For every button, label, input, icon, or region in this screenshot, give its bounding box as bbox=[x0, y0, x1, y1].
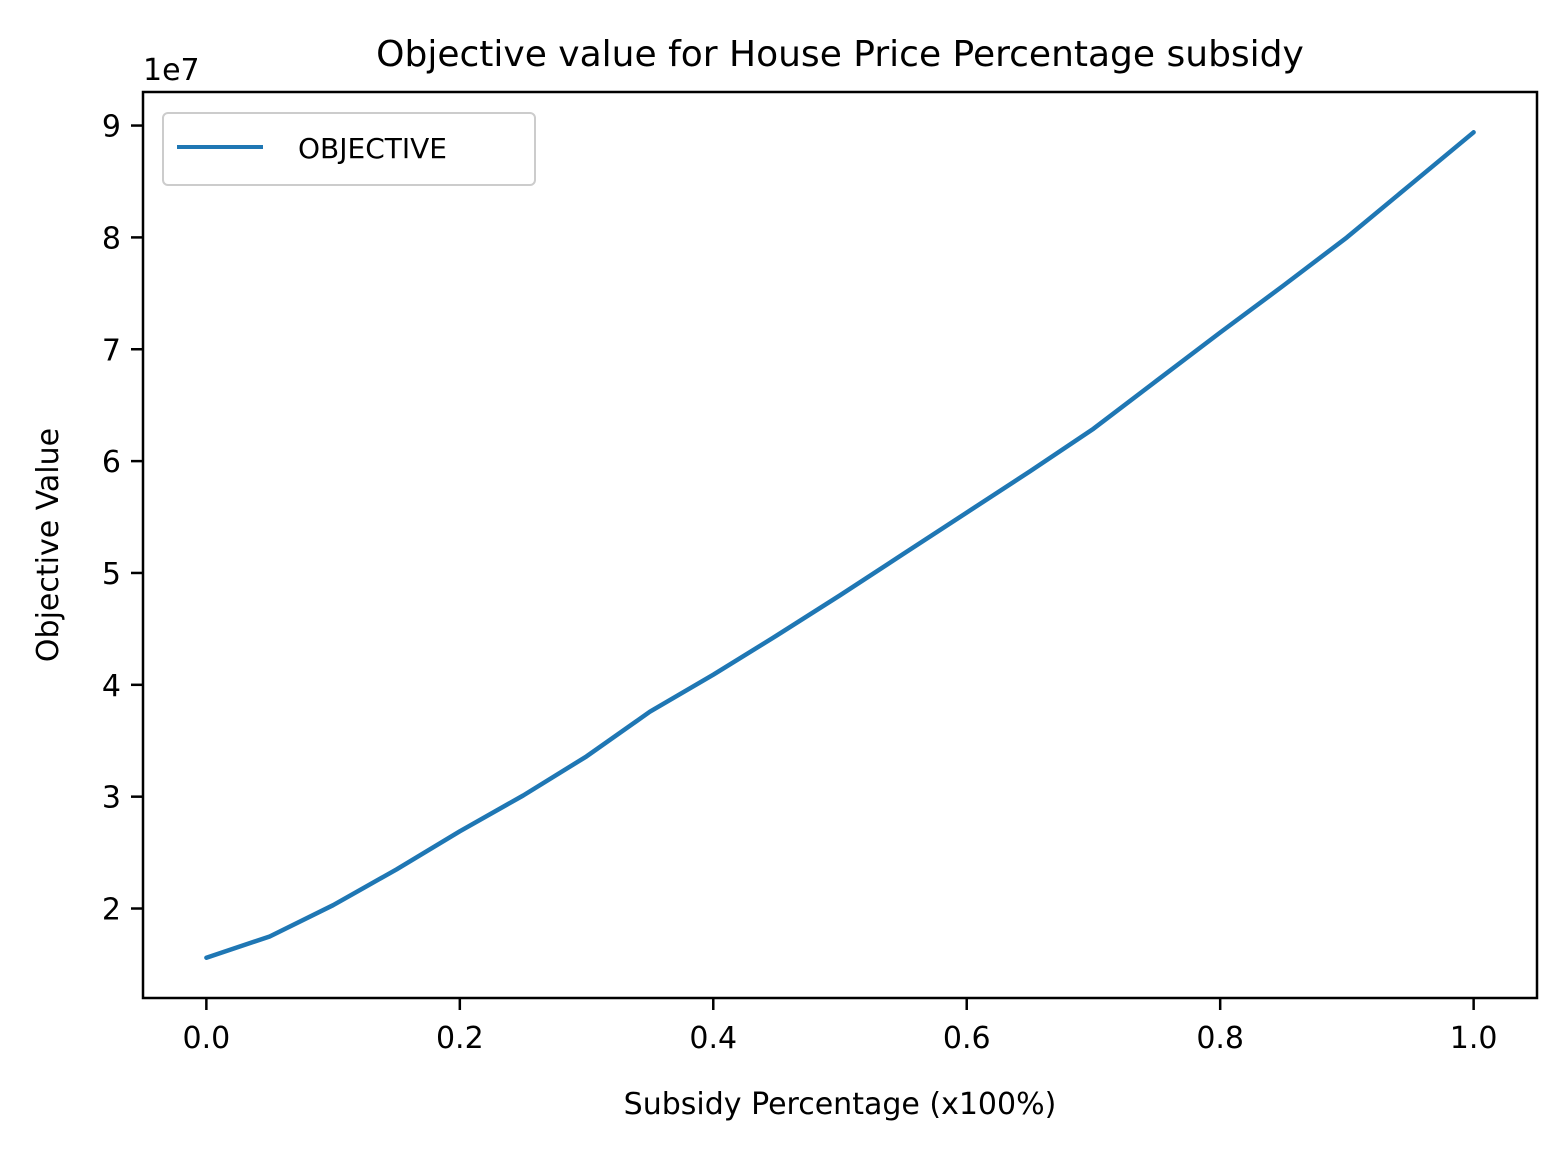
y-axis-label: Objective Value bbox=[31, 428, 66, 662]
legend: OBJECTIVE bbox=[162, 112, 536, 186]
y-tick-label: 6 bbox=[102, 445, 121, 480]
y-tick-label: 3 bbox=[102, 781, 121, 816]
x-axis-ticks: 0.0 0.2 0.4 0.6 0.8 1.0 bbox=[183, 998, 1498, 1056]
plot-frame bbox=[141, 90, 1539, 1000]
x-tick-label: 0.8 bbox=[1196, 1021, 1244, 1056]
legend-box bbox=[162, 112, 536, 186]
legend-label-objective: OBJECTIVE bbox=[298, 132, 447, 165]
x-tick-label: 0.0 bbox=[183, 1021, 231, 1056]
y-tick-label: 7 bbox=[102, 333, 121, 368]
y-tick-label: 5 bbox=[102, 557, 121, 592]
y-tick-label: 4 bbox=[102, 669, 121, 704]
y-tick-label: 8 bbox=[102, 221, 121, 256]
y-tick-label: 9 bbox=[102, 110, 121, 145]
x-axis-label: Subsidy Percentage (x100%) bbox=[624, 1087, 1057, 1122]
x-tick-label: 1.0 bbox=[1450, 1021, 1498, 1056]
x-tick-label: 0.4 bbox=[689, 1021, 737, 1056]
y-tick-label: 2 bbox=[102, 893, 121, 928]
y-axis-ticks: 2 3 4 5 6 7 8 9 bbox=[102, 110, 143, 928]
series-line-objective bbox=[204, 130, 1476, 960]
x-tick-label: 0.6 bbox=[943, 1021, 991, 1056]
y-axis-offset-label: 1e7 bbox=[143, 53, 200, 88]
x-tick-label: 0.2 bbox=[436, 1021, 484, 1056]
series-layer bbox=[204, 130, 1476, 960]
chart-title: Objective value for House Price Percenta… bbox=[376, 34, 1304, 75]
